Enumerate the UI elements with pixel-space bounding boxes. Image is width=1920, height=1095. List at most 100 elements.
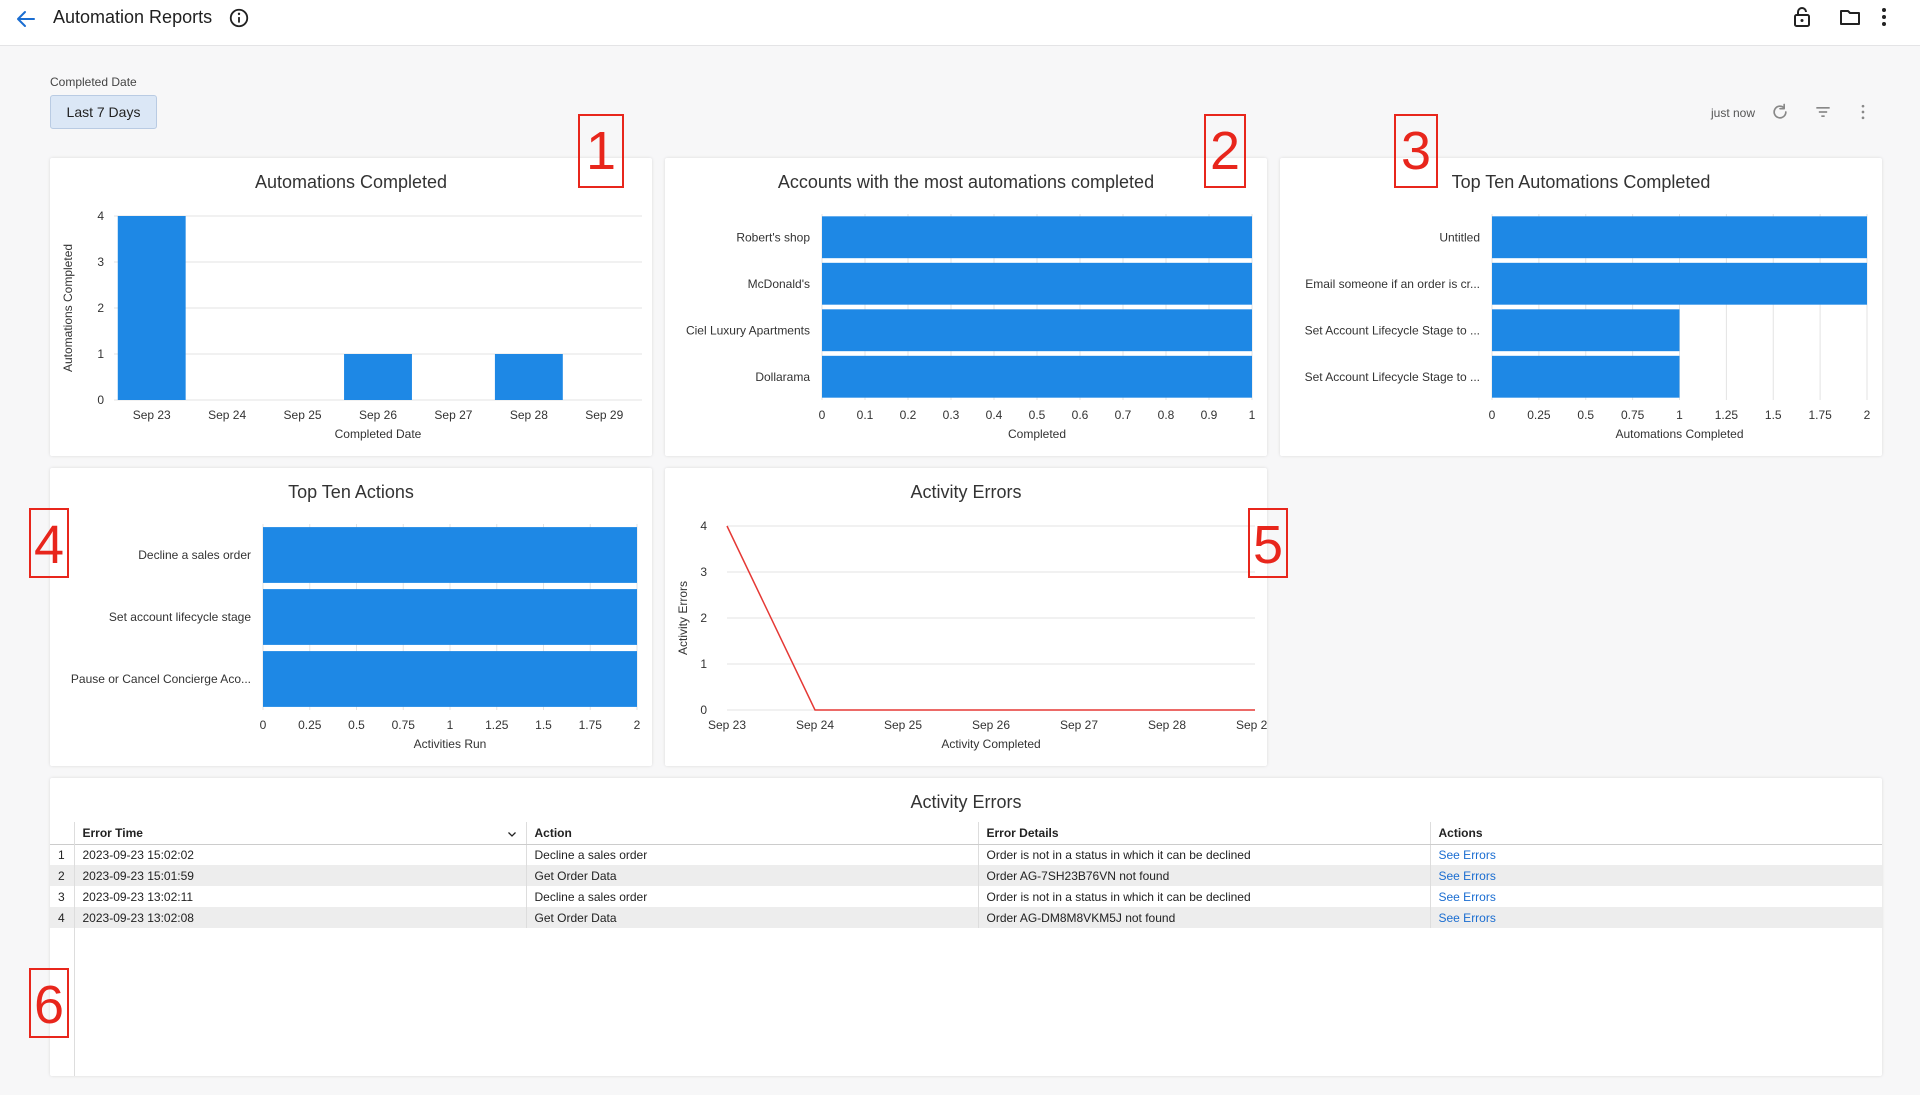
date-filter-button[interactable]: Last 7 Days (50, 95, 157, 129)
back-arrow-icon[interactable] (14, 7, 38, 31)
x-axis-label: Completed (1008, 427, 1066, 441)
lock-icon[interactable] (1790, 5, 1814, 29)
x-tick-label: Sep 28 (1148, 718, 1186, 732)
error-time-cell: 2023-09-23 15:02:02 (74, 844, 527, 865)
bar (263, 527, 637, 583)
row-number: 4 (50, 907, 75, 928)
bar (263, 651, 637, 707)
see-errors-link[interactable]: See Errors (1438, 910, 1496, 925)
y-tick-label: Set Account Lifecycle Stage to ... (1305, 370, 1480, 384)
bar (822, 355, 1252, 398)
y-tick-label: Decline a sales order (138, 548, 251, 562)
see-errors-link[interactable]: See Errors (1438, 889, 1496, 904)
table-row: 3 2023-09-23 13:02:11 Decline a sales or… (50, 886, 1882, 907)
last-refreshed-text: just now (1711, 106, 1756, 120)
bar (1492, 309, 1680, 352)
row-number-header (50, 822, 75, 845)
chart-title: Top Ten Actions (288, 482, 414, 502)
chart-top-automations: 0 0.25 0.5 0.75 1 1.25 1.5 1.75 2 Untitled Email s… (1305, 214, 1871, 441)
x-tick-label: Sep 27 (1060, 718, 1098, 732)
column-header-label: Error Details (986, 825, 1059, 840)
bar (1492, 262, 1867, 305)
table-title: Activity Errors (910, 792, 1022, 812)
bar (822, 216, 1252, 259)
refresh-icon[interactable] (1770, 102, 1790, 122)
error-details-cell: Order AG-DM8M8VKM5J not found (978, 907, 1431, 928)
x-tick-label: Sep 26 (972, 718, 1010, 732)
x-tick-label: 0.5 (1029, 408, 1046, 422)
x-tick-label: Sep 28 (510, 408, 548, 422)
error-time-cell: 2023-09-23 13:02:11 (74, 886, 527, 907)
bar (822, 309, 1252, 352)
column-header-actions[interactable]: Actions (1430, 822, 1882, 845)
chart-title: Automations Completed (254, 172, 448, 192)
series-line (726, 525, 1255, 711)
x-tick-label: 1.25 (1715, 408, 1739, 422)
x-tick-label: Sep 26 (359, 408, 397, 422)
chart-title: Activity Errors (910, 482, 1022, 502)
activity-errors-table: Error Time Action Error Details Actions … (50, 822, 1882, 928)
chart-card-automations-completed: Automations Completed 0 1 2 3 4 Sep 23 Sep 24 S… (50, 158, 652, 456)
row-number: 2 (50, 865, 75, 886)
folder-icon[interactable] (1838, 5, 1862, 29)
table-row: 1 2023-09-23 15:02:02 Decline a sales or… (50, 844, 1882, 865)
y-axis-label: Activity Errors (676, 581, 690, 655)
chart-accounts: 0 0.1 0.2 0.3 0.4 0.5 0.6 0.7 0.8 0.9 1 Robert's sh… (686, 214, 1256, 441)
column-header-error-details[interactable]: Error Details (978, 822, 1431, 845)
x-tick-label: 0.5 (348, 718, 365, 732)
x-tick-label: Sep 27 (434, 408, 472, 422)
x-tick-label: Sep 25 (884, 718, 922, 732)
chart-activity-errors: 0 1 2 3 4 Sep 23 Sep 24 Sep 25 Sep 26 Sep 27 Sep 2… (676, 519, 1267, 751)
chart-card-activity-errors: Activity Errors 0 1 2 3 4 Sep 23 Sep 24 Sep 25 S… (665, 468, 1267, 766)
y-tick-label: 3 (700, 565, 707, 579)
x-tick-label: 1.25 (485, 718, 509, 732)
chart-card-top-automations: Top Ten Automations Completed 0 0.25 0.5 0.… (1280, 158, 1882, 456)
y-tick-label: 4 (97, 209, 104, 223)
annotation-marker-3: 3 (1394, 114, 1438, 188)
y-tick-label: Robert's shop (736, 230, 810, 244)
see-errors-link[interactable]: See Errors (1438, 868, 1496, 883)
see-errors-link[interactable]: See Errors (1438, 847, 1496, 862)
column-header-action[interactable]: Action (526, 822, 979, 845)
chart-top-actions: 0 0.25 0.5 0.75 1 1.25 1.5 1.75 2 Decline a sales… (71, 524, 641, 751)
more-vertical-icon[interactable] (1853, 102, 1873, 122)
x-tick-label: 0.75 (1621, 408, 1645, 422)
annotation-marker-4: 4 (29, 508, 69, 578)
table-row: 2 2023-09-23 15:01:59 Get Order Data Ord… (50, 865, 1882, 886)
x-tick-label: 1.75 (579, 718, 603, 732)
actions-cell: See Errors (1430, 844, 1882, 865)
filter-icon[interactable] (1813, 102, 1833, 122)
chart-automations-completed: 0 1 2 3 4 Sep 23 Sep 24 Sep 25 Sep 26 Sep 27 Sep 2… (61, 209, 642, 441)
x-tick-label: Sep 29 (585, 408, 623, 422)
row-number-divider (74, 822, 75, 1076)
annotation-marker-2: 2 (1204, 114, 1246, 188)
info-icon[interactable] (228, 7, 250, 29)
bar (263, 589, 637, 645)
column-header-label: Error Time (82, 825, 143, 840)
column-header-label: Action (534, 825, 572, 840)
chart-card-top-actions: Top Ten Actions 0 0.25 0.5 0.75 1 1.25 1.5 1.75… (50, 468, 652, 766)
y-tick-label: 2 (700, 611, 707, 625)
x-axis-label: Activities Run (414, 737, 487, 751)
activity-errors-table-card: Activity Errors Error Time Action Error … (50, 778, 1882, 1076)
x-tick-label: 1.5 (535, 718, 552, 732)
x-tick-label: Sep 23 (708, 718, 746, 732)
y-tick-label: 0 (97, 393, 104, 407)
more-vertical-icon[interactable] (1872, 5, 1896, 29)
action-cell: Get Order Data (526, 907, 979, 928)
x-axis-label: Automations Completed (1615, 427, 1743, 441)
column-header-error-time[interactable]: Error Time (74, 822, 527, 845)
date-filter-label: Completed Date (50, 75, 137, 89)
page-title: Automation Reports (53, 7, 213, 27)
y-tick-label: Ciel Luxury Apartments (686, 323, 810, 337)
x-tick-label: 0.9 (1201, 408, 1218, 422)
x-tick-label: 0 (819, 408, 826, 422)
x-tick-label: 0.2 (900, 408, 917, 422)
x-tick-label: 0.25 (1527, 408, 1551, 422)
table-header-row: Error Time Action Error Details Actions (50, 822, 1882, 845)
x-axis-label: Completed Date (335, 427, 422, 441)
chevron-down-icon[interactable] (506, 828, 518, 840)
action-cell: Get Order Data (526, 865, 979, 886)
x-tick-label: 0.5 (1577, 408, 1594, 422)
error-details-cell: Order AG-7SH23B76VN not found (978, 865, 1431, 886)
